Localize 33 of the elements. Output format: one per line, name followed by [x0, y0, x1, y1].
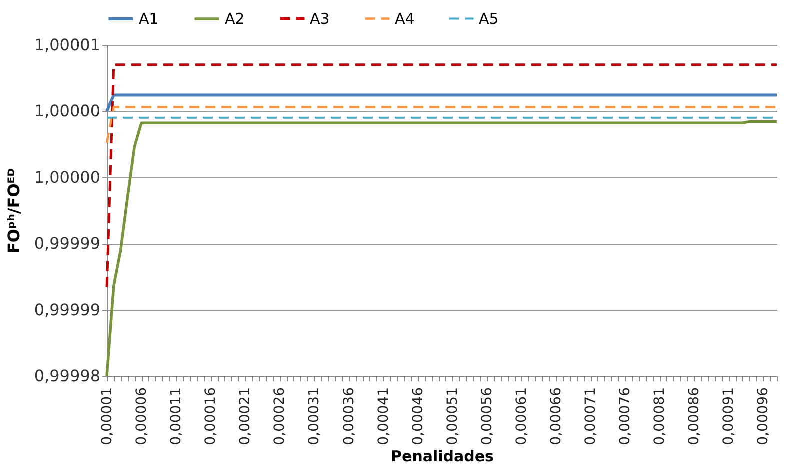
x-tick-label: 0,00001 — [100, 388, 116, 446]
x-axis-title: Penalidades — [391, 447, 494, 466]
x-tick-label: 0,00056 — [479, 387, 496, 446]
x-tick-label: 0,00096 — [756, 387, 772, 446]
legend-label: A4 — [395, 10, 415, 28]
x-tick-label: 0,00036 — [341, 387, 358, 446]
x-tick-label: 0,00046 — [410, 387, 426, 446]
x-tick-label: 0,00081 — [652, 388, 668, 446]
x-tick-label: 0,00061 — [514, 388, 530, 446]
x-tick-label: 0,00006 — [134, 387, 150, 446]
x-tick-label: 0,00066 — [548, 387, 564, 446]
y-tick-label: 0,99999 — [34, 234, 100, 254]
legend-label: A2 — [225, 10, 245, 28]
x-tick-label: 0,00071 — [583, 388, 600, 446]
x-tick-label: 0,00016 — [203, 387, 220, 446]
y-tick-label: 1,00001 — [34, 36, 100, 54]
legend-label: A1 — [139, 10, 159, 28]
x-tick-label: 0,00026 — [272, 387, 288, 446]
y-tick-label: 0,99999 — [34, 300, 100, 320]
y-tick-label: 0,99998 — [34, 366, 100, 386]
x-tick-label: 0,00021 — [238, 388, 254, 446]
x-tick-label: 0,00011 — [168, 388, 185, 446]
y-tick-label: 1,00000 — [34, 168, 100, 187]
x-tick-label: 0,00076 — [618, 387, 634, 446]
x-tick-label: 0,00091 — [721, 388, 738, 446]
x-tick-label: 0,00086 — [686, 387, 703, 446]
legend-label: A3 — [310, 10, 330, 28]
legend-label: A5 — [479, 10, 499, 28]
y-tick-label: 1,00000 — [34, 102, 100, 121]
x-tick-label: 0,00051 — [444, 388, 461, 446]
x-tick-label: 0,00031 — [306, 388, 323, 446]
x-tick-label: 0,00041 — [376, 388, 392, 446]
y-axis-title: FOᵖʰ/FOᴱᴰ — [4, 168, 24, 254]
